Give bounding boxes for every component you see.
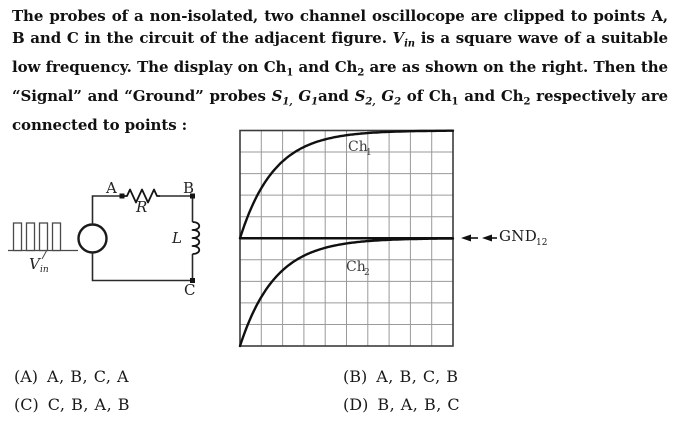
option-d-key: (D) xyxy=(343,395,369,414)
option-b-key: (B) xyxy=(343,367,368,386)
square-wave-icon xyxy=(8,222,78,260)
node-b-dot xyxy=(190,193,195,199)
gnd-label: GND xyxy=(499,227,537,245)
resistor-label: R xyxy=(135,198,147,216)
option-b-text: A, B, C, B xyxy=(376,367,459,386)
ch1-trace-sub: 1 xyxy=(366,148,372,158)
oscilloscope-display: Ch 1 Ch 2 GND 12 xyxy=(238,129,547,348)
node-a-dot xyxy=(119,193,125,199)
gnd-arrow-icon xyxy=(461,234,497,242)
ch1-trace-label: Ch xyxy=(348,139,368,155)
option-a-text: A, B, C, A xyxy=(47,367,130,386)
node-b-label: B xyxy=(183,180,194,197)
node-c-dot xyxy=(190,278,195,283)
answer-options: (A) A, B, C, A (B) A, B, C, B (C) C, B, A, … xyxy=(14,363,674,419)
ch2-trace-sub: 2 xyxy=(364,268,370,278)
question-line: The probes of a non-isolated, two channe… xyxy=(12,7,668,25)
question-line: B and C in the circuit of the adjacent f… xyxy=(12,29,668,50)
option-d: (D) B, A, B, C xyxy=(343,391,672,419)
question-line: connected to points : xyxy=(12,115,188,134)
option-b: (B) A, B, C, B xyxy=(343,363,672,391)
question-text: The probes of a non-isolated, two channe… xyxy=(12,5,668,136)
option-c-text: C, B, A, B xyxy=(47,395,130,414)
option-a: (A) A, B, C, A xyxy=(14,363,343,391)
question-line: “Signal” and “Ground” probes S1, G1and S… xyxy=(12,86,668,108)
option-a-key: (A) xyxy=(14,367,39,386)
vin-label-sub: in xyxy=(40,265,49,275)
vin-label: V xyxy=(29,255,42,273)
question-line: low frequency. The display on Ch1 and Ch… xyxy=(12,58,668,79)
scope-grid-and-curves xyxy=(238,129,455,348)
resistor-symbol xyxy=(122,188,160,204)
inductor-label: L xyxy=(171,229,182,247)
source-circle xyxy=(77,223,108,254)
ch2-trace-label: Ch xyxy=(346,259,366,275)
ch1-curve xyxy=(238,129,455,240)
option-c: (C) C, B, A, B xyxy=(14,391,343,419)
option-c-key: (C) xyxy=(14,395,39,414)
inductor-symbol xyxy=(191,221,201,255)
node-c-label: C xyxy=(184,281,195,299)
circuit-diagram: V in A B C R L xyxy=(8,180,201,299)
gnd-label-sub: 12 xyxy=(536,238,547,248)
option-d-text: B, A, B, C xyxy=(377,395,461,414)
node-a-label: A xyxy=(105,180,117,197)
